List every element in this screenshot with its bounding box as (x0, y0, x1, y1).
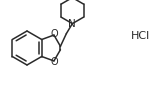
Text: N: N (69, 19, 76, 29)
Text: O: O (50, 57, 58, 68)
Text: HCl: HCl (130, 31, 150, 41)
Text: O: O (50, 29, 58, 39)
